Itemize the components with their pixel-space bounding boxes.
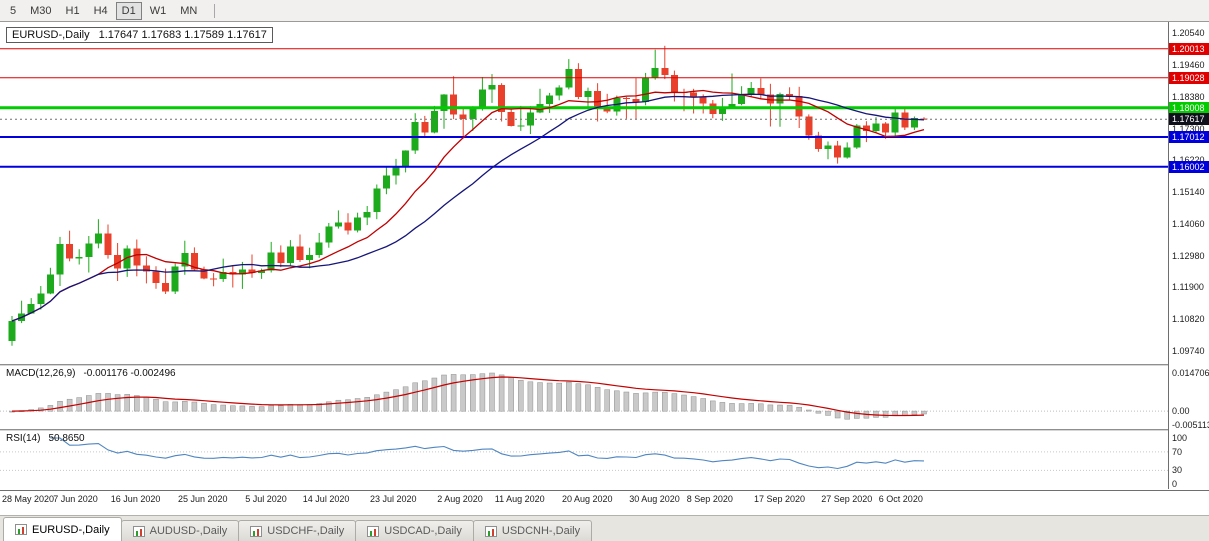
date-tick-label: 11 Aug 2020 xyxy=(494,494,545,504)
price-tick-label: 1.09740 xyxy=(1172,346,1205,357)
toolbar-separator xyxy=(214,3,216,18)
chart-tab-eurusd[interactable]: EURUSD-,Daily xyxy=(3,517,122,541)
date-tick-label: 14 Jul 2020 xyxy=(302,494,350,504)
timeframe-m5-button[interactable]: 5 xyxy=(4,2,22,20)
chart-tab-audusd[interactable]: AUDUSD-,Daily xyxy=(120,520,240,541)
price-tick-label: 1.20540 xyxy=(1172,28,1205,39)
macd-values: -0.001176 -0.002496 xyxy=(83,368,176,379)
date-tick-label: 5 Jul 2020 xyxy=(245,494,287,504)
chart-tab-usdchf[interactable]: USDCHF-,Daily xyxy=(238,520,357,541)
rsi-header: RSI(14) 50.8650 xyxy=(6,433,85,444)
main-chart-canvas[interactable] xyxy=(0,22,1168,364)
main-chart-panel: EURUSD-,Daily 1.17647 1.17683 1.17589 1.… xyxy=(0,22,1168,364)
rsi-tick-label: 30 xyxy=(1172,465,1183,476)
current-price-tag: 1.17617 xyxy=(1169,113,1209,126)
price-tick-label: 1.15140 xyxy=(1172,187,1205,198)
chart-tabbar: EURUSD-,Daily AUDUSD-,Daily USDCHF-,Dail… xyxy=(0,515,1209,541)
date-tick-label: 28 May 2020 xyxy=(2,494,55,504)
rsi-label: RSI(14) xyxy=(6,433,41,444)
price-tick-label: 1.11900 xyxy=(1172,282,1204,293)
date-tick-label: 8 Sep 2020 xyxy=(686,494,733,504)
macd-tick-label: -0.005113 xyxy=(1172,419,1209,430)
level-price-tag: 1.20013 xyxy=(1169,42,1209,55)
rsi-panel: RSI(14) 50.8650 xyxy=(0,431,1168,489)
date-tick-label: 27 Sep 2020 xyxy=(821,494,873,504)
level-price-tag: 1.19028 xyxy=(1169,71,1209,84)
price-tick-label: 1.17300 xyxy=(1172,123,1205,134)
price-tick-label: 1.18380 xyxy=(1172,91,1205,102)
chart-tab-usdcnh[interactable]: USDCNH-,Daily xyxy=(472,520,593,541)
tab-label: AUDUSD-,Daily xyxy=(149,525,228,537)
macd-tick-label: 0.00 xyxy=(1172,406,1190,417)
chart-tab-usdcad[interactable]: USDCAD-,Daily xyxy=(355,520,474,541)
date-tick-label: 30 Aug 2020 xyxy=(629,494,680,504)
timeframe-d1-button[interactable]: D1 xyxy=(115,1,142,20)
chart-symbol-label: EURUSD-,Daily xyxy=(12,29,90,41)
time-axis[interactable]: 28 May 2020 7 Jun 2020 16 Jun 2020 25 Jun 2… xyxy=(0,490,1209,507)
macd-header: MACD(12,26,9) -0.001176 -0.002496 xyxy=(6,368,176,379)
date-tick-label: 25 Jun 2020 xyxy=(178,494,228,504)
price-axis[interactable]: 1.20540 1.19460 1.18380 1.17300 1.16220 1.151… xyxy=(1168,22,1209,489)
price-tick-label: 1.16220 xyxy=(1172,155,1205,166)
date-tick-label: 23 Jul 2020 xyxy=(370,494,417,504)
level-price-tag: 1.17012 xyxy=(1169,131,1209,144)
tab-label: USDCNH-,Daily xyxy=(501,525,581,537)
tab-label: EURUSD-,Daily xyxy=(32,523,110,536)
rsi-tick-label: 70 xyxy=(1172,446,1183,457)
chart-icon xyxy=(367,525,380,537)
timeframe-m30-button[interactable]: M30 xyxy=(24,2,57,20)
macd-label: MACD(12,26,9) xyxy=(6,368,76,379)
price-tick-label: 1.12980 xyxy=(1172,250,1205,261)
tab-label: USDCHF-,Daily xyxy=(267,525,345,537)
chart-icon xyxy=(15,524,27,535)
rsi-tick-label: 100 xyxy=(1172,432,1188,443)
timeframe-h4-button[interactable]: H4 xyxy=(88,2,114,20)
macd-panel: MACD(12,26,9) -0.001176 -0.002496 xyxy=(0,366,1168,429)
chart-icon xyxy=(250,525,263,537)
date-tick-label: 16 Jun 2020 xyxy=(110,494,161,504)
macd-tick-label: 0.014706 xyxy=(1172,367,1209,378)
panel-splitter-rsi[interactable] xyxy=(0,429,1209,431)
timeframe-toolbar: 5 M30 H1 H4 D1 W1 MN xyxy=(0,0,1209,22)
date-tick-label: 7 Jun 2020 xyxy=(53,494,98,504)
chart-icon xyxy=(132,525,145,537)
chart-ohlc-values: 1.17647 1.17683 1.17589 1.17617 xyxy=(98,29,267,41)
timeframe-mn-button[interactable]: MN xyxy=(174,2,203,20)
chart-area: EURUSD-,Daily 1.17647 1.17683 1.17589 1.… xyxy=(0,22,1209,507)
level-price-tag: 1.18008 xyxy=(1169,101,1209,114)
level-price-tag: 1.16002 xyxy=(1169,160,1209,173)
tab-label: USDCAD-,Daily xyxy=(384,525,462,537)
timeframe-h1-button[interactable]: H1 xyxy=(60,2,86,20)
rsi-value: 50.8650 xyxy=(48,433,85,444)
timeframe-w1-button[interactable]: W1 xyxy=(144,2,173,20)
chart-title-box: EURUSD-,Daily 1.17647 1.17683 1.17589 1.… xyxy=(6,27,273,43)
macd-canvas[interactable] xyxy=(0,366,1168,429)
rsi-tick-label: 0 xyxy=(1172,479,1178,490)
date-tick-label: 2 Aug 2020 xyxy=(437,494,483,504)
date-tick-label: 20 Aug 2020 xyxy=(562,494,613,504)
panel-splitter-macd[interactable] xyxy=(0,364,1209,366)
price-tick-label: 1.14060 xyxy=(1172,218,1205,229)
price-tick-label: 1.10820 xyxy=(1172,314,1205,325)
chart-icon xyxy=(484,525,497,537)
price-tick-label: 1.19460 xyxy=(1172,59,1205,70)
date-tick-label: 6 Oct 2020 xyxy=(878,494,923,504)
rsi-canvas[interactable] xyxy=(0,431,1168,489)
date-tick-label: 17 Sep 2020 xyxy=(754,494,806,504)
